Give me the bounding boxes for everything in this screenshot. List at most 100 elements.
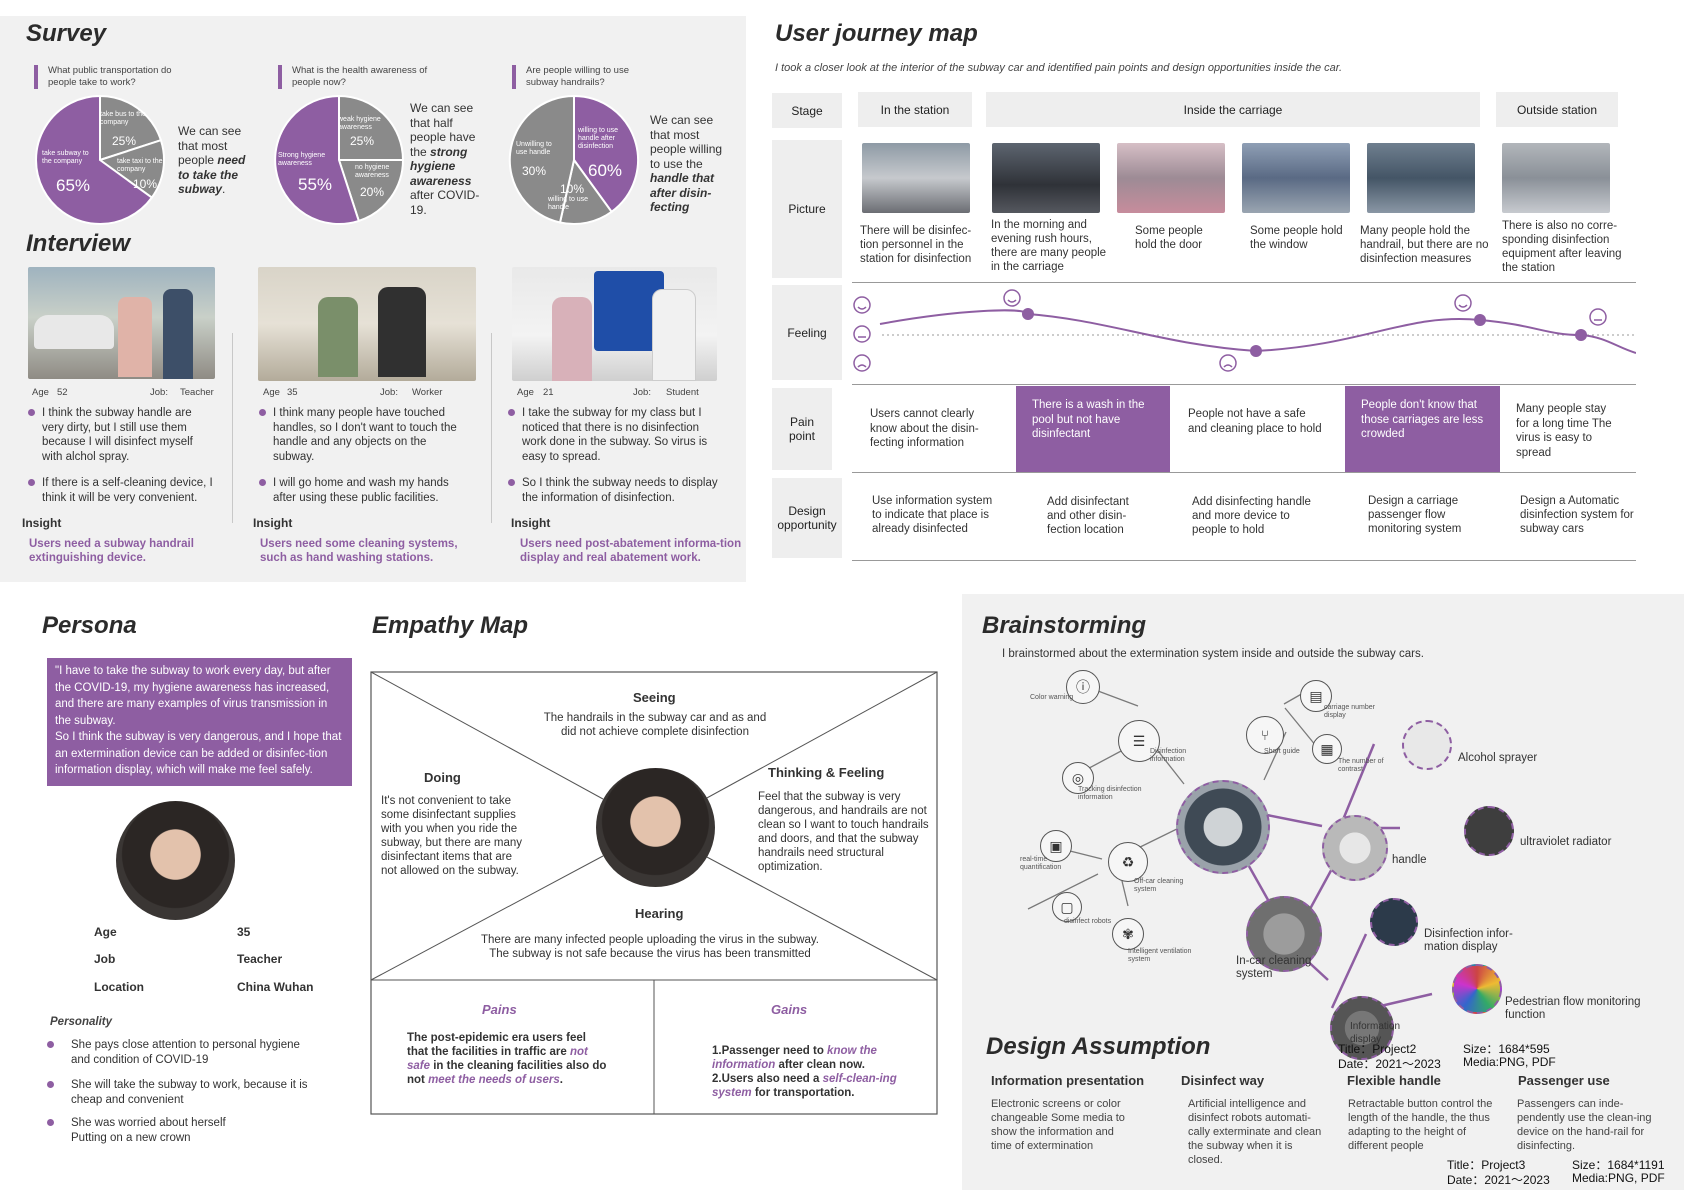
empathy-thinking-text: Feel that the subway is very dangerous, … [758,791,929,873]
pie3-pct-willing-after: 60% [588,161,623,180]
stage-inside-carriage: Inside the carriage [986,92,1480,127]
realtime-icon: ▣ [1040,830,1072,862]
interview-1-point-1: I think the subway handle are very dirty… [28,406,213,464]
persona-trait-1: She pays close attention to personal hyg… [47,1038,317,1067]
assumption-col2-heading: Disinfect way [1181,1073,1265,1088]
pie2-pct-weak: 25% [350,134,375,148]
interview-1-insight: Users need a subway handrail extinguishi… [29,538,194,564]
pie1-label-bus: take bus to the company [100,111,146,126]
empathy-doing-text: It's not convenient to take some disinfe… [381,795,523,877]
stage-outside-station: Outside station [1496,92,1618,127]
pie1-pct-subway: 65% [56,176,91,195]
pie3-label-unwilling: Unwilling to use handle [516,141,552,156]
node-information-display [1330,996,1394,1060]
journey-design-3: Add disinfecting handle and more device … [1192,496,1311,536]
pie3-pct-unwilling: 30% [522,164,547,178]
journey-photo-1 [862,143,970,213]
journey-design-5: Design a Automatic disinfection system f… [1520,495,1634,535]
stage-in-station: In the station [858,92,972,127]
stamp2-size: Size：1684*1191 [1572,1158,1665,1172]
persona-job-label: Job [94,952,116,966]
stamp1-size: Size：1684*595 [1463,1042,1550,1056]
stamp2-title: Title：Project3 [1447,1158,1526,1172]
survey-question-3: Are people willing to use subway handrai… [512,65,642,89]
interview-1-age-label: Age [32,387,49,398]
pie2-label-no: no hygiene awareness [355,164,390,179]
interview-1-insight-label: Insight [22,516,62,530]
empathy-title: Empathy Map [372,612,529,639]
stamp1-title: Title：Project2 [1338,1042,1417,1056]
node-subway-train [1176,780,1270,874]
journey-feeling-curve [853,289,1636,372]
journey-subtitle: I took a closer look at the interior of … [775,62,1343,74]
persona-avatar [116,801,235,920]
label-uv: ultraviolet radiator [1520,836,1612,848]
interview-3-insight-label: Insight [511,516,551,530]
persona-title: Persona [42,612,137,639]
journey-picture-text-5: Many people hold the handrail, but there… [1360,225,1489,265]
persona-age-label: Age [94,925,117,939]
interview-3-job-label: Job: [633,387,651,398]
survey-question-2: What is the health awareness of people n… [278,65,438,89]
assumption-title: Design Assumption [986,1033,1211,1060]
interview-divider-2 [491,333,492,523]
assumption-col2-text: Artificial intelligence and disinfect ro… [1188,1098,1322,1166]
pie1-pct-taxi: 10% [133,177,158,191]
journey-photo-2 [992,143,1100,213]
label-ventilation: Intelligent ventilation system [1128,948,1192,963]
interview-3-insight: Users need post-abatement informa-tion d… [520,538,742,564]
empathy-hearing-text: There are many infected people uploading… [481,934,819,960]
node-pedestrian-flow [1452,964,1502,1014]
label-tracking: Tracking disinfection information [1078,786,1142,801]
label-handle: handle [1392,854,1427,866]
node-handle [1322,815,1388,881]
label-pedestrian: Pedestrian flow monitoring function [1505,996,1641,1021]
empathy-pains-text: The post-epidemic era users feel that th… [407,1032,607,1086]
interview-photo-1 [28,267,215,379]
stamp1-date: Date：2021～2023 [1338,1057,1441,1071]
label-incar: In-car cleaning system [1236,955,1312,980]
journey-divider-3 [852,472,1636,473]
pie2-caption: We can see that half people have the str… [410,101,480,217]
carriage-number-icon: ▤ [1300,680,1332,712]
label-infodisplay: Disinfection infor-mation display [1424,928,1513,953]
interview-1-job-label: Job: [150,387,168,398]
brainstorm-title: Brainstorming [982,612,1147,639]
journey-divider-4 [852,560,1636,561]
journey-row-design: Design opportunity [772,478,842,558]
journey-picture-text-6: There is also no corre-sponding disinfec… [1502,220,1622,274]
pie3-pct-willing: 10% [560,182,585,196]
journey-picture-text-4: Some people hold the window [1250,225,1343,251]
pie3-caption: We can see that most people willing to u… [650,113,723,214]
interview-divider-1 [232,333,233,523]
assumption-col4-text: Passengers can inde-pendently use the cl… [1517,1098,1652,1152]
journey-row-feeling: Feeling [772,285,842,380]
journey-photo-6 [1502,143,1610,213]
assumption-col3-text: Retractable button control the length of… [1348,1098,1493,1152]
node-info-display [1370,898,1418,946]
node-alcohol-sprayer [1402,720,1452,770]
empathy-frame [370,671,938,1115]
survey-question-1: What public transportation do people tak… [34,65,194,89]
interview-photo-2 [258,267,476,381]
pie2-label-strong: Strong hygiene awareness [278,152,326,167]
disinfection-info-icon: ☰ [1118,720,1160,762]
journey-photo-3 [1117,143,1225,213]
pie1-pct-bus: 25% [112,134,137,148]
brainstorm-subtitle: I brainstormed about the extermination s… [1002,648,1424,660]
interview-3-point-2: So I think the subway needs to display t… [508,476,728,505]
stamp2-media: Media:PNG, PDF [1572,1171,1665,1185]
persona-job-value: Teacher [237,952,283,966]
color-warning-icon: ⓘ [1066,670,1100,704]
assumption-col3-heading: Flexible handle [1347,1073,1441,1088]
robot-icon: ▢ [1052,892,1082,922]
empathy-avatar [596,768,715,887]
persona-trait-2: She will take the subway to work, becaus… [47,1078,337,1107]
journey-pain-4: People don't know that those carriages a… [1345,386,1500,472]
contrast-icon: ▦ [1312,734,1342,764]
pie1-label-taxi: take taxi to the company [117,158,163,173]
interview-2-age: 35 [287,387,298,398]
pie-chart-2 [274,94,405,225]
interview-2-job-label: Job: [380,387,398,398]
journey-row-stage: Stage [772,93,842,128]
